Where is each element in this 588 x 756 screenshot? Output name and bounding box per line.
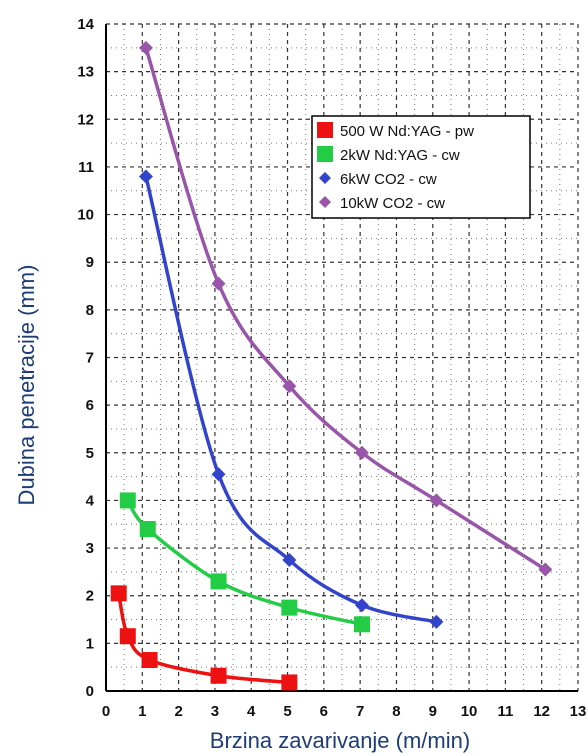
series-2 xyxy=(138,169,444,629)
x-tick-label: 12 xyxy=(533,703,550,720)
legend-item: 10kW CO2 - cw xyxy=(319,195,445,212)
data-point xyxy=(281,599,298,616)
y-tick-label: 1 xyxy=(86,635,94,652)
data-point xyxy=(429,614,444,629)
data-point xyxy=(353,616,370,633)
data-point xyxy=(281,674,298,691)
y-tick-label: 0 xyxy=(86,683,94,700)
x-tick-label: 1 xyxy=(138,703,146,720)
y-tick-label: 11 xyxy=(78,159,94,176)
x-axis-title: Brzina zavarivanje (m/min) xyxy=(210,728,470,753)
x-tick-label: 7 xyxy=(356,703,364,720)
legend-marker xyxy=(317,122,333,138)
data-point xyxy=(138,40,153,55)
legend-marker xyxy=(317,146,333,162)
y-tick-label: 3 xyxy=(86,540,94,557)
series-0 xyxy=(110,585,298,691)
y-tick-label: 12 xyxy=(77,111,94,128)
legend-marker xyxy=(319,172,331,184)
x-tick-label: 3 xyxy=(211,703,219,720)
legend-marker xyxy=(319,196,331,208)
y-tick-label: 7 xyxy=(86,350,94,367)
x-tick-label: 11 xyxy=(497,703,513,720)
y-tick-label: 9 xyxy=(86,254,94,271)
x-tick-label: 5 xyxy=(283,703,291,720)
legend-item: 500 W Nd:YAG - pw xyxy=(317,122,474,140)
y-tick-label: 5 xyxy=(86,445,94,462)
data-point xyxy=(110,585,127,602)
legend-label: 6kW CO2 - cw xyxy=(340,171,437,188)
data-point xyxy=(354,445,369,460)
data-point xyxy=(210,667,227,684)
data-point xyxy=(139,521,156,538)
axes xyxy=(105,24,578,692)
data-point xyxy=(119,628,136,645)
legend-item: 2kW Nd:YAG - cw xyxy=(317,146,460,164)
y-tick-label: 2 xyxy=(86,588,94,605)
x-tick-label: 13 xyxy=(570,703,587,720)
data-point xyxy=(282,552,297,567)
data-point xyxy=(538,562,553,577)
data-point xyxy=(429,493,444,508)
y-tick-label: 6 xyxy=(86,397,94,414)
legend-label: 10kW CO2 - cw xyxy=(340,195,445,212)
y-axis-title: Dubina penetracije (mm) xyxy=(14,265,39,506)
data-point xyxy=(119,492,136,509)
x-tick-label: 0 xyxy=(102,703,110,720)
plot-area xyxy=(110,40,553,691)
x-tick-label: 6 xyxy=(320,703,328,720)
legend: 500 W Nd:YAG - pw 2kW Nd:YAG - cw 6kW CO2 … xyxy=(311,115,531,219)
series-line xyxy=(144,47,547,571)
x-tick-label: 8 xyxy=(392,703,400,720)
legend-box xyxy=(311,115,531,219)
x-tick-label: 9 xyxy=(429,703,437,720)
y-tick-label: 8 xyxy=(86,302,94,319)
data-point xyxy=(282,379,297,394)
y-tick-label: 13 xyxy=(77,64,94,81)
y-tick-label: 4 xyxy=(86,492,95,509)
data-point xyxy=(211,276,226,291)
legend-label: 500 W Nd:YAG - pw xyxy=(340,123,474,140)
x-tick-label: 10 xyxy=(461,703,478,720)
legend-label: 2kW Nd:YAG - cw xyxy=(340,147,460,164)
data-point xyxy=(211,467,226,482)
legend-item: 6kW CO2 - cw xyxy=(319,171,437,188)
y-tick-label: 10 xyxy=(77,207,94,224)
x-tick-label: 2 xyxy=(174,703,182,720)
x-tick-label: 4 xyxy=(247,703,256,720)
data-point xyxy=(141,652,158,669)
data-point xyxy=(354,598,369,613)
series-3 xyxy=(138,40,553,577)
y-tick-label: 14 xyxy=(77,16,94,33)
data-point xyxy=(210,573,227,590)
series-1 xyxy=(119,492,370,633)
data-point xyxy=(138,169,153,184)
